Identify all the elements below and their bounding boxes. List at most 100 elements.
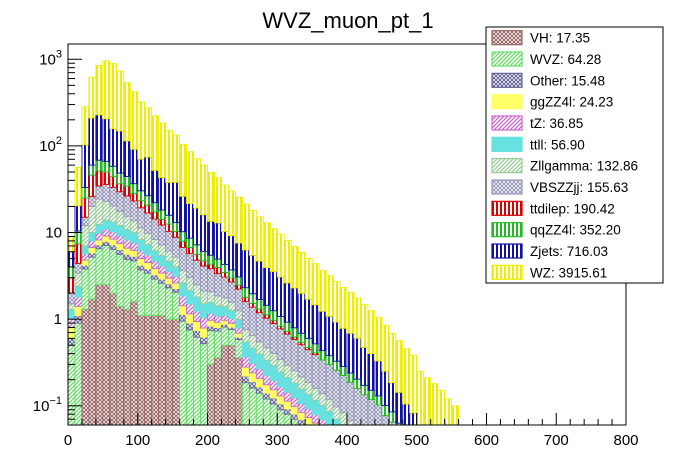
bar-ggzz4l-bin-20 <box>207 319 215 327</box>
x-tick-label-600: 600 <box>474 432 499 449</box>
chart-title: WVZ_muon_pt_1 <box>262 8 433 33</box>
bar-tz-bin-18 <box>193 310 201 322</box>
bar-wvz-bin-1 <box>74 322 83 426</box>
bar-zjets-bin-37 <box>325 315 334 357</box>
bar-qqzz4l-bin-14 <box>165 214 174 225</box>
legend-label-wvz: WVZ: 64.28 <box>530 52 601 67</box>
bar-vbszzjj-bin-41 <box>353 388 362 426</box>
bar-wz-bin-16 <box>179 143 188 197</box>
bar-wz-bin-46 <box>388 332 397 384</box>
bar-other-bin-29 <box>269 397 278 405</box>
bar-ttll-bin-21 <box>214 305 222 317</box>
bar-zllgamma-bin-26 <box>248 335 257 349</box>
bar-zjets-bin-12 <box>151 169 160 204</box>
bar-vh-bin-21 <box>214 357 222 426</box>
bar-tz-bin-5 <box>102 228 111 237</box>
bar-zllgamma-bin-12 <box>151 239 160 251</box>
bar-wz-bin-45 <box>381 324 390 372</box>
bar-vh-bin-11 <box>144 315 153 426</box>
bar-zjets-bin-8 <box>123 140 132 177</box>
bar-other-bin-21 <box>214 327 222 332</box>
x-tick-label-300: 300 <box>265 432 290 449</box>
bar-tz-bin-12 <box>151 260 160 269</box>
x-tick-label-700: 700 <box>544 432 569 449</box>
bar-wvz-bin-8 <box>123 258 132 310</box>
bar-vbszzjj-bin-17 <box>186 253 194 279</box>
bar-qqzz4l-bin-10 <box>137 190 146 202</box>
bar-wvz-bin-21 <box>214 330 222 359</box>
legend-swatch-zjets <box>491 243 523 259</box>
bar-wvz-bin-10 <box>137 269 146 317</box>
bar-zllgamma-bin-27 <box>255 341 264 355</box>
bar-qqzz4l-bin-9 <box>130 183 139 195</box>
bar-ttll-bin-17 <box>186 289 194 305</box>
bar-vbszzjj-bin-45 <box>381 415 390 426</box>
bar-wz-bin-18 <box>193 158 201 209</box>
bar-ttll-bin-31 <box>283 376 292 393</box>
bar-ttdilep-bin-4 <box>95 170 104 187</box>
bar-ttdilep-bin-16 <box>179 240 188 248</box>
bar-zjets-bin-31 <box>283 282 292 323</box>
bar-qqzz4l-bin-39 <box>339 366 348 376</box>
bar-zjets-bin-41 <box>353 337 362 380</box>
legend-swatch-zllgamma <box>491 158 523 174</box>
bar-ttdilep-bin-15 <box>172 230 181 238</box>
bar-zjets-bin-46 <box>388 382 397 413</box>
bar-ttdilep-bin-27 <box>255 308 264 314</box>
bar-wz-bin-19 <box>200 164 208 216</box>
bar-wvz-bin-18 <box>193 336 201 426</box>
bar-ggzz4l-bin-15 <box>172 282 181 290</box>
bar-zjets-bin-5 <box>102 118 111 163</box>
bar-ttll-bin-18 <box>193 296 201 312</box>
bar-wz-bin-13 <box>158 122 167 178</box>
bar-wz-bin-12 <box>151 115 160 171</box>
bar-ttdilep-bin-17 <box>186 247 194 255</box>
bar-vbszzjj-bin-26 <box>248 306 257 337</box>
bar-vbszzjj-bin-12 <box>151 218 160 240</box>
bar-wz-bin-25 <box>241 203 250 251</box>
bar-other-bin-0 <box>67 337 76 346</box>
bar-zjets-bin-28 <box>262 267 271 306</box>
bar-wz-bin-32 <box>290 246 299 289</box>
legend-swatch-vh <box>491 30 523 46</box>
bar-ggzz4l-bin-8 <box>123 247 132 255</box>
bar-zjets-bin-29 <box>269 271 278 312</box>
bar-zjets-bin-26 <box>248 254 257 295</box>
bar-ttll-bin-25 <box>241 341 250 358</box>
bar-qqzz4l-bin-28 <box>262 304 271 316</box>
x-tick-label-800: 800 <box>613 432 638 449</box>
bar-vbszzjj-bin-7 <box>116 191 125 212</box>
bar-wvz-bin-31 <box>283 413 292 426</box>
bar-tz-bin-1 <box>74 296 83 307</box>
bar-ttll-bin-38 <box>332 418 341 426</box>
bar-ttll-bin-1 <box>74 285 83 298</box>
bar-qqzz4l-bin-0 <box>67 266 76 279</box>
bar-wvz-bin-3 <box>88 256 97 300</box>
bar-ttll-bin-37 <box>325 410 334 426</box>
legend-label-vbszzjj: VBSZZjj: 155.63 <box>530 180 628 195</box>
bar-other-bin-12 <box>151 274 160 280</box>
bar-tz-bin-21 <box>214 315 222 323</box>
bar-wz-bin-51 <box>423 377 432 426</box>
bar-qqzz4l-bin-15 <box>172 222 181 232</box>
bar-ttdilep-bin-11 <box>144 204 153 214</box>
bar-zllgamma-bin-28 <box>262 347 271 361</box>
bar-zllgamma-bin-21 <box>214 295 222 307</box>
bar-qqzz4l-bin-35 <box>311 343 320 354</box>
bar-vh-bin-20 <box>207 363 215 426</box>
bar-ttll-bin-12 <box>151 250 160 262</box>
bar-zllgamma-bin-9 <box>130 220 139 233</box>
bar-zjets-bin-39 <box>339 327 348 367</box>
bar-vh-bin-5 <box>102 284 111 426</box>
bar-vh-bin-13 <box>158 315 167 426</box>
bar-qqzz4l-bin-38 <box>332 360 341 371</box>
bar-tz-bin-35 <box>311 414 320 424</box>
bar-zllgamma-bin-23 <box>227 301 236 311</box>
bar-qqzz4l-bin-26 <box>248 293 257 304</box>
bar-vbszzjj-bin-5 <box>102 183 111 202</box>
bar-ggzz4l-bin-31 <box>283 400 292 410</box>
bar-vbszzjj-bin-20 <box>207 268 215 293</box>
bar-vbszzjj-bin-15 <box>172 236 181 258</box>
bar-zllgamma-bin-20 <box>207 291 215 303</box>
bar-zjets-bin-34 <box>304 298 313 339</box>
